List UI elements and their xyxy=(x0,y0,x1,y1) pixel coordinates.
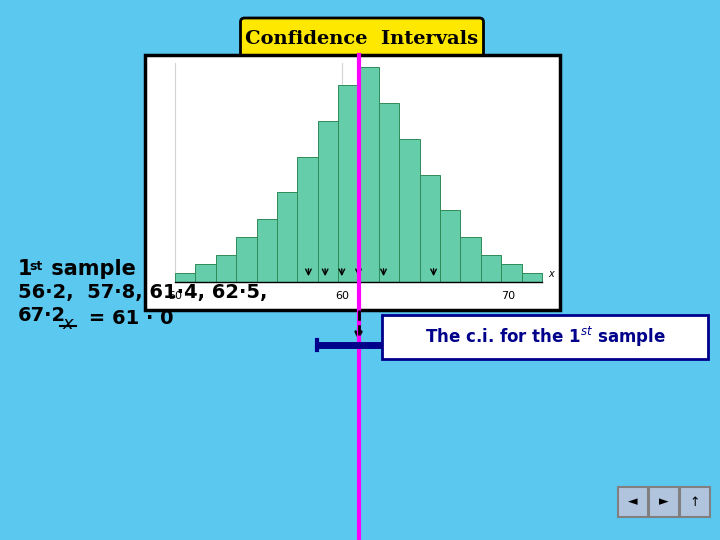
Text: x: x xyxy=(63,315,73,333)
FancyBboxPatch shape xyxy=(240,18,484,60)
Bar xyxy=(521,273,542,282)
Text: st: st xyxy=(29,260,42,273)
Text: ◄: ◄ xyxy=(628,496,638,509)
Text: = 61 · 0: = 61 · 0 xyxy=(82,309,174,328)
Text: 70: 70 xyxy=(502,291,516,301)
Bar xyxy=(256,219,277,282)
FancyBboxPatch shape xyxy=(618,487,648,517)
Bar xyxy=(440,211,461,282)
Text: 1: 1 xyxy=(18,259,32,279)
Text: 67·2: 67·2 xyxy=(18,306,66,325)
Bar xyxy=(481,255,501,282)
Bar xyxy=(216,255,236,282)
Text: Confidence  Intervals: Confidence Intervals xyxy=(246,30,479,48)
Bar xyxy=(420,174,440,282)
FancyBboxPatch shape xyxy=(649,487,679,517)
Bar xyxy=(195,264,216,282)
Bar xyxy=(359,67,379,282)
FancyBboxPatch shape xyxy=(680,487,710,517)
Bar xyxy=(297,157,318,282)
Bar xyxy=(461,237,481,282)
Bar xyxy=(400,139,420,282)
Bar xyxy=(501,264,521,282)
Bar xyxy=(145,55,560,310)
Text: ►: ► xyxy=(660,496,669,509)
Text: The c.i. for the 1$^{st}$ sample: The c.i. for the 1$^{st}$ sample xyxy=(425,325,665,349)
Bar xyxy=(338,85,359,282)
Text: 56·2,  57·8, 61·4, 62·5,: 56·2, 57·8, 61·4, 62·5, xyxy=(18,283,267,302)
Text: sample: sample xyxy=(44,259,136,279)
Bar xyxy=(175,273,195,282)
Bar xyxy=(236,237,256,282)
Text: 60: 60 xyxy=(335,291,348,301)
Bar xyxy=(318,121,338,282)
Text: x: x xyxy=(548,269,554,279)
Text: ↑: ↑ xyxy=(690,496,701,509)
FancyBboxPatch shape xyxy=(382,315,708,359)
Text: 50: 50 xyxy=(168,291,182,301)
Bar xyxy=(379,103,400,282)
Bar xyxy=(277,192,297,282)
